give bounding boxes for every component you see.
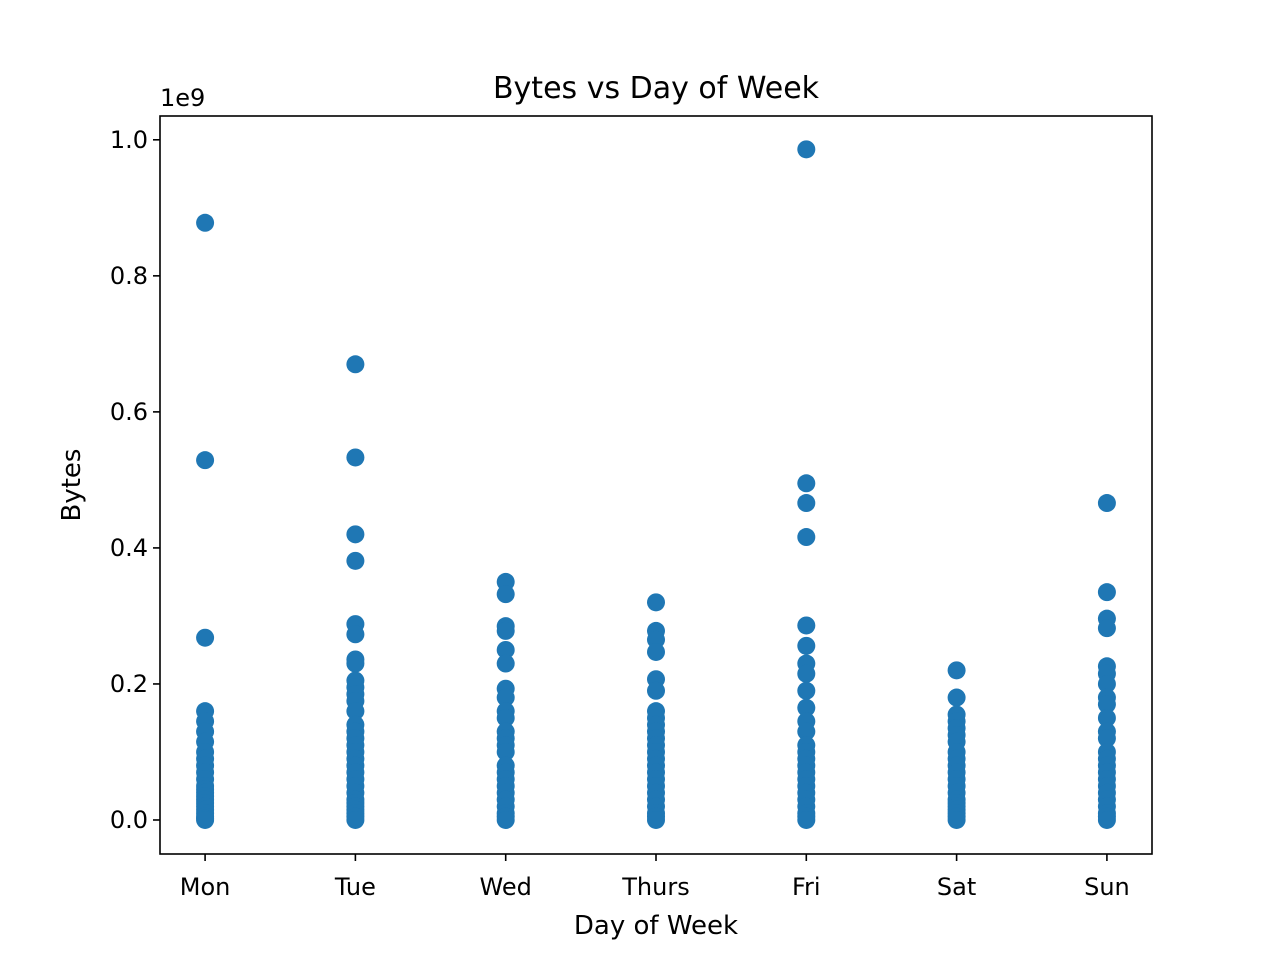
scatter-point [797,664,816,683]
scatter-point [346,625,365,644]
y-tick-label: 0.6 [110,398,148,426]
scatter-point [496,654,515,673]
scatter-point [647,593,665,612]
plot-area [159,115,1153,855]
scatter-point [647,810,665,829]
scatter-point [1097,583,1116,602]
x-tick-label: Tue [334,873,376,901]
scatter-point [496,810,515,829]
scatter-point [797,810,816,829]
scatter-point [346,448,365,467]
x-axis-label: Day of Week [574,911,738,941]
scatter-point [947,661,966,680]
y-axis-label: Bytes [57,449,87,522]
y-tick-label: 0.8 [110,262,148,290]
scatter-point [196,451,215,470]
scatter-point [797,722,816,741]
y-tick-label: 0.2 [110,670,148,698]
x-tick-label: Mon [180,873,231,901]
scatter-point [1097,708,1116,727]
scatter-point [196,810,215,829]
scatter-point [797,528,816,547]
scatter-point [496,640,515,659]
scatter-point [346,654,365,673]
scatter-point [1097,674,1116,693]
scatter-point [797,681,816,700]
x-tick-label: Wed [480,873,532,901]
scatter-point [1097,619,1116,638]
scatter-point [797,616,816,635]
scatter-point [196,628,215,647]
scatter-point [346,810,365,829]
x-tick-label: Sat [937,873,976,901]
scatter-point [346,525,365,544]
y-offset-label: 1e9 [160,84,205,112]
y-tick-label: 1.0 [110,126,148,154]
y-axis: 0.0 0.2 0.4 0.6 0.8 1.0 [110,126,160,834]
y-tick-label: 0.0 [110,806,148,834]
scatter-point [1097,729,1116,748]
scatter-point [346,355,365,374]
scatter-point [647,681,665,700]
scatter-point [797,698,816,717]
scatter-point [647,642,665,661]
x-tick-label: Sun [1084,873,1130,901]
scatter-point [1097,810,1116,829]
scatter-point [196,213,215,232]
scatter-point [797,636,816,655]
scatter-point [797,474,816,493]
y-tick-label: 0.4 [110,534,148,562]
scatter-point [947,810,966,829]
scatter-point [496,708,515,727]
scatter-point [496,742,515,761]
x-axis: Mon Tue Wed Thurs Fri Sat Sun [180,854,1130,901]
marker-layer [196,140,1116,829]
x-tick-label: Fri [792,873,821,901]
scatter-point [947,688,966,707]
scatter-point [496,688,515,707]
scatter-point [496,585,515,604]
scatter-point [346,702,365,721]
scatter-point [496,621,515,640]
scatter-point [797,140,816,159]
scatter-point [1097,494,1116,513]
x-tick-label: Thurs [621,873,689,901]
scatter-point [346,551,365,570]
chart-title: Bytes vs Day of Week [493,71,820,106]
scatter-point [797,494,816,513]
scatter-point [1097,695,1116,714]
